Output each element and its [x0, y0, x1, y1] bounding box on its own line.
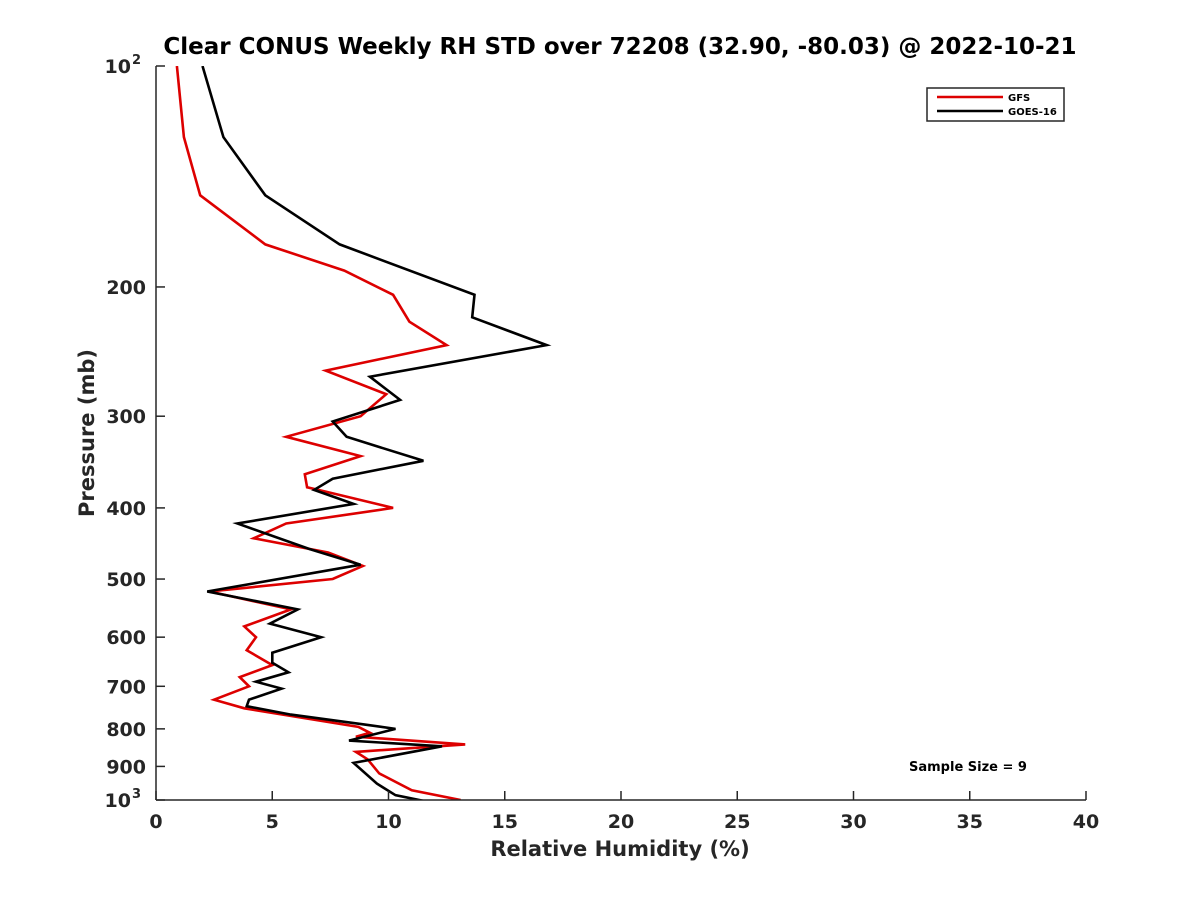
- y-tick-label: 500: [106, 569, 146, 591]
- sample-size-annotation: Sample Size = 9: [909, 760, 1027, 775]
- series-line-goes-16: [201, 66, 552, 800]
- legend-box: [926, 87, 1065, 122]
- legend: GFS GOES-16: [926, 87, 1065, 122]
- axes: 0 5 10 15 20 25 30 35 40 10 220030040050060070080…: [105, 53, 1100, 833]
- x-tick-label: 30: [840, 811, 866, 833]
- x-ticks: 0 5 10 15 20 25 30 35 40: [149, 791, 1099, 833]
- y-tick-label: 700: [106, 676, 146, 698]
- x-tick-label: 25: [724, 811, 750, 833]
- y-tick-label: 200: [106, 277, 146, 299]
- y-tick-label: 600: [106, 627, 146, 649]
- y-tick-exponent: 3: [132, 787, 141, 802]
- y-tick-label: 10: [105, 790, 131, 812]
- series-line-gfs: [175, 66, 466, 800]
- x-tick-label: 5: [266, 811, 279, 833]
- chart-title: Clear CONUS Weekly RH STD over 72208 (32…: [163, 34, 1076, 60]
- y-tick-label: 10: [105, 56, 131, 78]
- y-tick-label: 800: [106, 719, 146, 741]
- x-tick-label: 0: [149, 811, 162, 833]
- y-axis-label: Pressure (mb): [75, 349, 99, 517]
- legend-label: GFS: [1008, 93, 1030, 104]
- legend-label: GOES-16: [1008, 107, 1057, 118]
- plot-series: [175, 66, 552, 800]
- x-tick-label: 10: [375, 811, 401, 833]
- y-tick-label: 400: [106, 498, 146, 520]
- x-axis-label: Relative Humidity (%): [490, 837, 749, 861]
- x-tick-label: 20: [608, 811, 634, 833]
- y-tick-label: 900: [106, 756, 146, 778]
- x-tick-label: 40: [1073, 811, 1099, 833]
- x-tick-label: 35: [957, 811, 983, 833]
- y-tick-label: 300: [106, 406, 146, 428]
- y-tick-exponent: 2: [132, 53, 141, 68]
- x-tick-label: 15: [492, 811, 518, 833]
